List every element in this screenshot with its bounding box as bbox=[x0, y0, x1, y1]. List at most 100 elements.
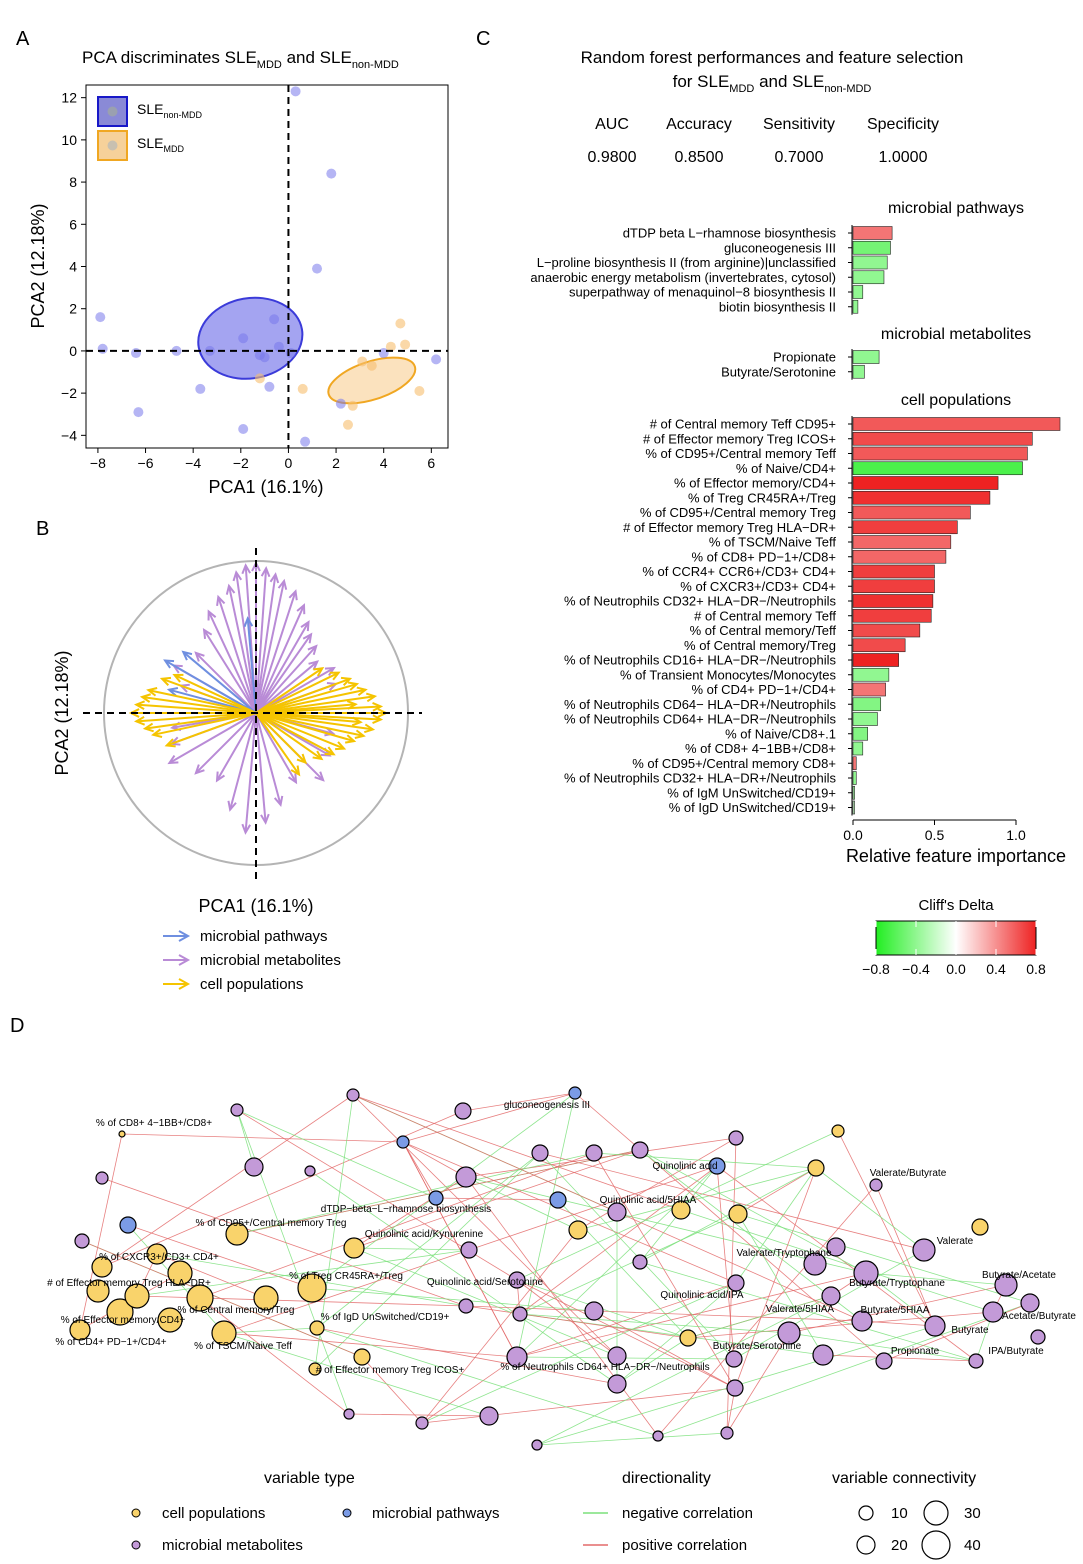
network-edges bbox=[79, 1092, 1031, 1446]
loading-arrowhead bbox=[288, 589, 298, 601]
loading-arrow bbox=[255, 712, 361, 724]
biplot-arrows bbox=[128, 560, 389, 835]
correlation-edge bbox=[726, 1332, 790, 1434]
loading-arrowhead bbox=[340, 676, 353, 686]
metric-name-accuracy: Accuracy bbox=[666, 116, 732, 133]
x-tick-label: 0.5 bbox=[925, 827, 945, 843]
network-node-label: % of Neutrophils CD64+ HLA−DR−/Neutrophi… bbox=[500, 1362, 709, 1373]
feature-label: % of IgD UnSwitched/CD19+ bbox=[669, 800, 836, 815]
data-point-mdd bbox=[357, 356, 368, 367]
feature-label: % of TSCM/Naive Teff bbox=[709, 535, 837, 550]
network-node bbox=[86, 1279, 110, 1303]
loading-arrow bbox=[148, 689, 257, 714]
feature-bar bbox=[852, 756, 857, 771]
network-node bbox=[460, 1241, 478, 1259]
feature-bar bbox=[852, 350, 880, 364]
network-node bbox=[353, 1348, 371, 1366]
feature-label: % of Neutrophils CD64+ HLA−DR−/Neutrophi… bbox=[564, 712, 837, 727]
data-point-non-mdd bbox=[238, 424, 249, 435]
loading-arrow bbox=[216, 712, 257, 782]
data-point-mdd bbox=[414, 386, 425, 397]
correlation-edge bbox=[352, 1094, 682, 1211]
metric-name-sensitivity: Sensitivity bbox=[763, 116, 835, 133]
correlation-edge bbox=[316, 1152, 541, 1329]
x-tick-label: 6 bbox=[427, 455, 435, 471]
correlation-edge bbox=[309, 1170, 618, 1385]
correlation-edge bbox=[883, 1302, 1031, 1362]
loading-arrow bbox=[255, 712, 267, 823]
network-node bbox=[812, 1344, 834, 1366]
loading-arrowhead bbox=[329, 671, 341, 681]
data-point-non-mdd bbox=[95, 312, 106, 323]
network-node bbox=[971, 1218, 989, 1236]
feature-label: % of CXCR3+/CD3+ CD4+ bbox=[680, 579, 836, 594]
correlation-edge bbox=[352, 1094, 618, 1357]
network-node bbox=[396, 1135, 410, 1149]
legend-label-pathways: microbial pathways bbox=[200, 928, 328, 945]
correlation-edge bbox=[402, 1141, 437, 1199]
loading-arrowhead bbox=[151, 728, 163, 738]
network-node bbox=[211, 1320, 237, 1346]
network-node bbox=[549, 1191, 567, 1209]
network-node-label: IPA/Butyrate bbox=[988, 1346, 1044, 1357]
network-node bbox=[124, 1283, 150, 1309]
network-node-label: % of CD95+/Central memory Treg bbox=[196, 1218, 347, 1229]
network-labels: % of CD8+ 4−1BB+/CD8+ gluconeogenesis III… bbox=[47, 1100, 1076, 1376]
loading-arrow bbox=[244, 712, 257, 833]
x-tick-label: −8 bbox=[90, 455, 106, 471]
loading-arrow bbox=[255, 667, 323, 714]
feature-label: # of Effector memory Treg HLA−DR+ bbox=[623, 520, 836, 535]
panel-b-xlabel: PCA1 (16.1%) bbox=[198, 896, 313, 916]
network-node bbox=[568, 1086, 582, 1100]
loading-arrowhead bbox=[300, 620, 310, 632]
loading-arrow bbox=[255, 645, 317, 714]
panel-label-b: B bbox=[36, 518, 49, 540]
network-node-label: % of CXCR3+/CD3+ CD4+ bbox=[99, 1252, 219, 1263]
legend-arrowhead-cells bbox=[178, 978, 191, 990]
loading-arrowhead bbox=[277, 578, 288, 590]
feature-label: superpathway of menaquinol−8 biosynthesi… bbox=[569, 285, 836, 300]
loading-arrowhead bbox=[314, 771, 325, 782]
network-node bbox=[777, 1321, 801, 1345]
x-tick-label: 4 bbox=[380, 455, 388, 471]
loading-arrowhead bbox=[139, 693, 151, 703]
loading-arrow bbox=[255, 667, 335, 714]
correlation-edge bbox=[465, 1176, 579, 1231]
correlation-edge bbox=[639, 1261, 977, 1362]
loading-arrow bbox=[255, 712, 364, 737]
panel-a-plot-area bbox=[86, 85, 448, 448]
network-node bbox=[607, 1346, 627, 1366]
network-node bbox=[157, 1307, 183, 1333]
correlation-edge bbox=[361, 1356, 423, 1424]
panel-b-ylabel: PCA2 (12.18%) bbox=[52, 650, 72, 775]
loading-arrow bbox=[255, 660, 318, 714]
loading-arrowhead bbox=[232, 570, 243, 582]
loading-arrowhead bbox=[215, 771, 226, 783]
loading-arrowhead bbox=[243, 616, 254, 628]
correlation-edge bbox=[657, 1184, 877, 1437]
loading-arrowhead bbox=[172, 673, 184, 683]
data-point-non-mdd bbox=[300, 436, 311, 447]
network-node-label: dTDP−beta−L−rhamnose biosynthesis bbox=[321, 1204, 491, 1215]
feature-bar bbox=[852, 579, 935, 594]
feature-label: L−proline biosynthesis II (from arginine… bbox=[537, 255, 836, 270]
network-node bbox=[652, 1430, 664, 1442]
network-node bbox=[728, 1130, 744, 1146]
loading-arrowhead bbox=[194, 651, 205, 662]
feature-label: % of CCR4+ CCR6+/CD3+ CD4+ bbox=[642, 564, 836, 579]
correlation-edge bbox=[593, 1310, 736, 1389]
loading-arrowhead bbox=[166, 687, 179, 697]
data-point-non-mdd bbox=[238, 333, 249, 344]
feature-bar bbox=[852, 461, 1023, 476]
feature-label: % of CD8+ PD−1+/CD8+ bbox=[691, 549, 836, 564]
network-node-label: Butyrate/5HIAA bbox=[861, 1305, 930, 1316]
feature-label: Butyrate/Serotonine bbox=[721, 364, 836, 379]
loading-arrow bbox=[168, 712, 257, 764]
network-node bbox=[512, 1306, 528, 1322]
loading-arrowhead bbox=[351, 716, 363, 727]
network-node bbox=[1030, 1329, 1046, 1345]
y-tick-label: 4 bbox=[69, 259, 77, 275]
network-node bbox=[346, 1088, 360, 1102]
correlation-edge bbox=[516, 1279, 736, 1389]
loading-arrow bbox=[246, 618, 257, 714]
